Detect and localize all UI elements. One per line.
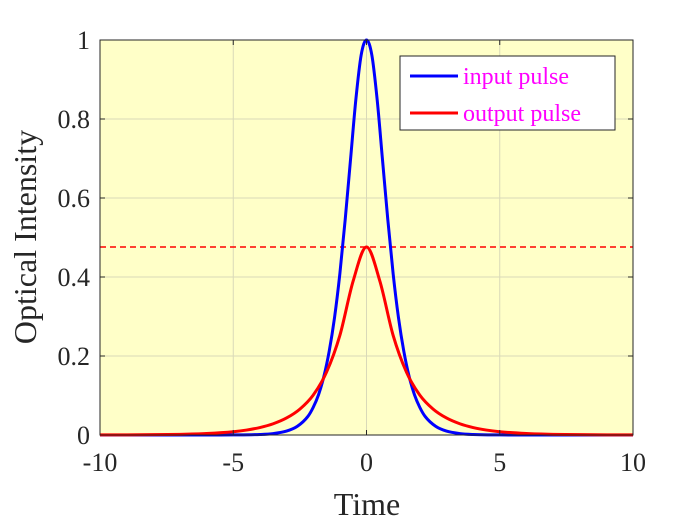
y-tick-label: 0.2 [58,342,91,371]
legend: input pulse output pulse [399,55,616,131]
x-tick-label: 10 [620,448,646,477]
y-tick-label: 0 [77,421,90,450]
y-tick-label: 0.4 [58,263,91,292]
series-line-output-pulse [99,245,634,437]
x-tick-label: 0 [360,448,373,477]
axis-ticks: -10 -5 0 5 10 0 0.2 0.4 0.6 0.8 1 [58,26,647,477]
x-tick-label: -5 [222,448,244,477]
legend-entry-output-pulse: output pulse [463,101,581,127]
y-tick-label: 0.6 [58,184,91,213]
y-tick-label: 1 [77,26,90,55]
x-tick-label: 5 [493,448,506,477]
legend-entry-input-pulse: input pulse [463,64,569,90]
y-axis-label: Optical Intensity [7,130,43,344]
y-tick-label: 0.8 [58,105,91,134]
x-tick-label: -10 [83,448,118,477]
legend-box [399,55,616,131]
x-axis-label: Time [334,486,400,522]
